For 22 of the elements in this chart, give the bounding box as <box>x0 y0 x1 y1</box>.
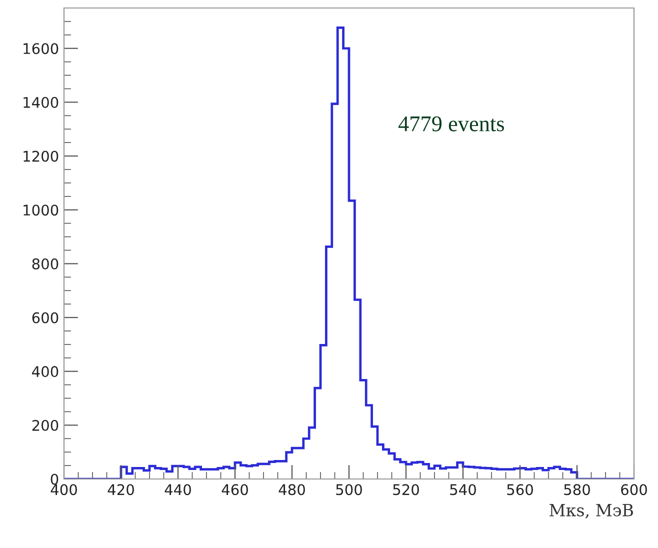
x-tick-label: 400 <box>50 484 77 496</box>
y-tick-label: 0 <box>50 474 58 485</box>
annotation: 4779 events <box>398 116 504 132</box>
x-tick-label: 440 <box>164 484 191 496</box>
x-tick-label: 500 <box>336 484 362 496</box>
x-tick-label: 460 <box>222 484 248 496</box>
y-tick-label: 1200 <box>24 150 58 162</box>
y-tick-label: 800 <box>32 258 58 270</box>
y-tick-label: 1400 <box>24 96 58 108</box>
y-tick-label: 1000 <box>24 204 58 216</box>
x-tick-label: 480 <box>278 484 305 496</box>
x-tick-label: 580 <box>564 484 590 496</box>
y-tick-label: 200 <box>32 420 58 431</box>
x-tick-label: 540 <box>450 484 476 496</box>
y-tick-label: 400 <box>32 366 58 378</box>
y-tick-label: 600 <box>32 312 58 324</box>
x-tick-label: 520 <box>393 484 419 496</box>
x-axis-title: Mкs, MэВ <box>550 504 633 518</box>
x-tick-label: 600 <box>621 484 647 496</box>
y-tick-label: 1600 <box>24 43 58 54</box>
x-tick-label: 420 <box>108 484 134 496</box>
x-tick-label: 560 <box>507 484 533 496</box>
